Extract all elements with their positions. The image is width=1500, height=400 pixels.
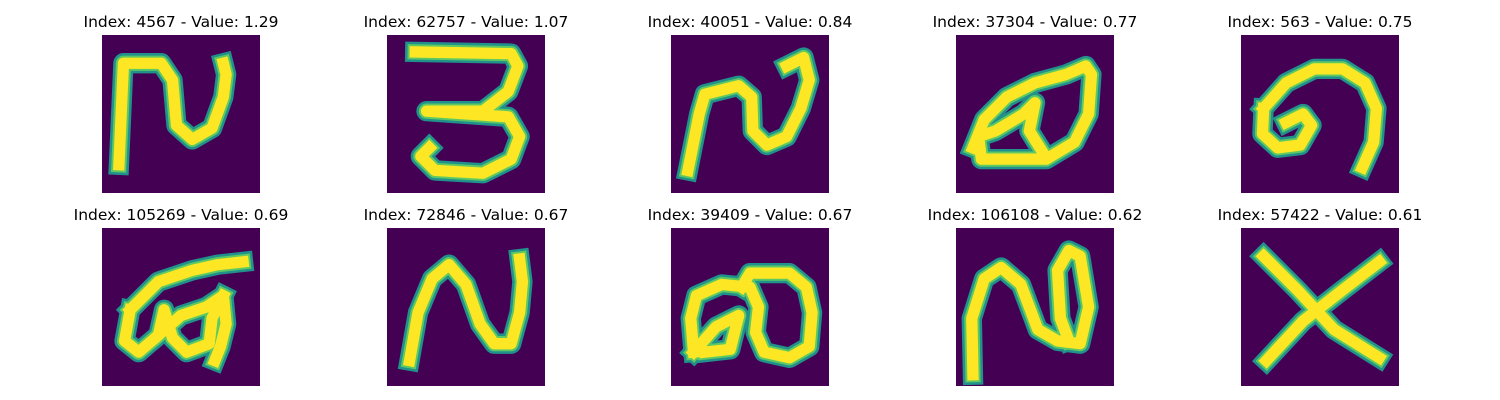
panel-title: Index: 563 - Value: 0.75 [1227, 13, 1413, 31]
digit-image [102, 35, 260, 193]
image-panel: Index: 40051 - Value: 0.84 [640, 12, 860, 197]
stroke-core [1256, 102, 1318, 154]
digit-image [671, 35, 829, 193]
stroke-core [113, 56, 232, 171]
panel-title: Index: 39409 - Value: 0.67 [647, 206, 853, 224]
digit-image [671, 228, 829, 386]
digit-image [1241, 35, 1399, 193]
image-panel: Index: 563 - Value: 0.75 [1210, 12, 1430, 197]
panel-title: Index: 57422 - Value: 0.61 [1217, 206, 1423, 224]
image-panel: Index: 72846 - Value: 0.67 [356, 205, 576, 390]
image-panel: Index: 37304 - Value: 0.77 [925, 12, 1145, 197]
digit-image [387, 228, 545, 386]
image-panel: Index: 62757 - Value: 1.07 [356, 12, 576, 197]
panel-title: Index: 106108 - Value: 0.62 [927, 206, 1143, 224]
stroke-core [966, 244, 1095, 381]
digit-image [956, 228, 1114, 386]
panel-title: Index: 40051 - Value: 0.84 [647, 13, 853, 31]
digit-image [1241, 228, 1399, 386]
panel-title: Index: 105269 - Value: 0.69 [73, 206, 289, 224]
image-panel: Index: 4567 - Value: 1.29 [71, 12, 291, 197]
stroke-core [409, 46, 526, 179]
stroke-core [685, 309, 745, 361]
panel-title: Index: 72846 - Value: 0.67 [363, 206, 569, 224]
digit-image [102, 228, 260, 386]
image-panel: Index: 106108 - Value: 0.62 [925, 205, 1145, 390]
panel-title: Index: 37304 - Value: 0.77 [932, 13, 1138, 31]
stroke-core [1258, 253, 1388, 369]
stroke-core [122, 255, 250, 318]
panel-title: Index: 4567 - Value: 1.29 [83, 13, 279, 31]
digit-image [956, 35, 1114, 193]
stroke-core [1255, 63, 1383, 176]
stroke-core [685, 267, 818, 364]
digit-image [387, 35, 545, 193]
image-panel: Index: 105269 - Value: 0.69 [71, 205, 291, 390]
panel-title: Index: 62757 - Value: 1.07 [363, 13, 569, 31]
stroke-core [681, 51, 815, 178]
stroke-core [965, 60, 1098, 165]
stroke-core [403, 252, 529, 368]
image-panel: Index: 57422 - Value: 0.61 [1210, 205, 1430, 390]
image-panel: Index: 39409 - Value: 0.67 [640, 205, 860, 390]
stroke-core [150, 290, 232, 368]
